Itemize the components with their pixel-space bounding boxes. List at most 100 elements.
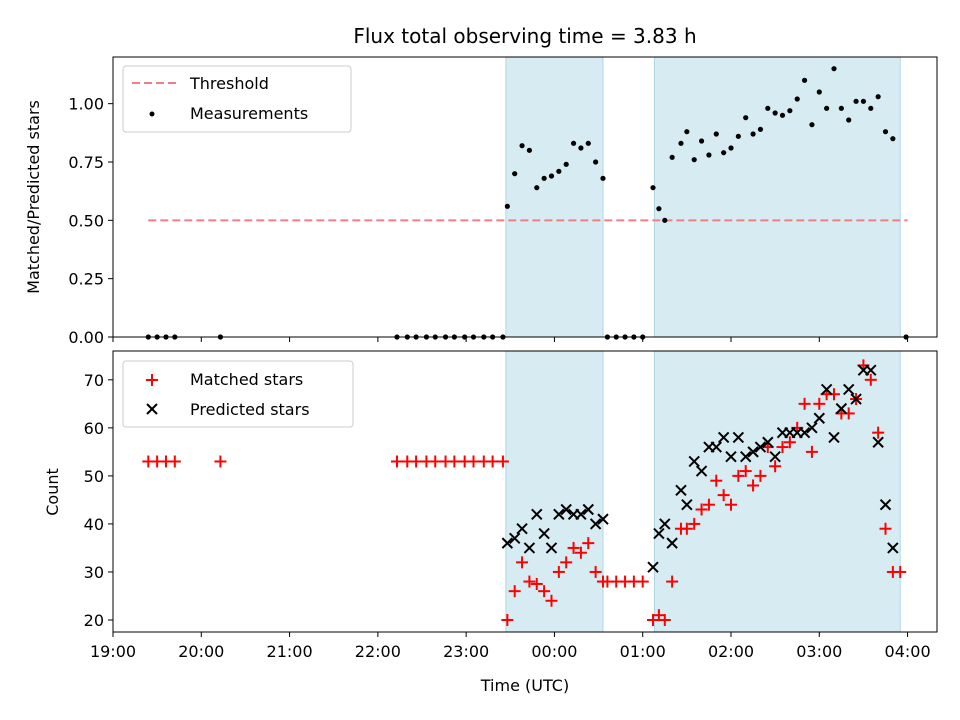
matched-point-61 (828, 388, 840, 401)
bottom-plot-frame (112, 350, 938, 633)
measurement-point-28 (585, 140, 591, 146)
matched-point-35 (636, 575, 649, 588)
predicted-point-26 (732, 431, 745, 444)
bottom-ytick-label-0: 20 (84, 611, 104, 630)
legend-matched-label: Matched stars (190, 370, 303, 389)
predicted-point-36 (806, 422, 818, 434)
predicted-point-12 (589, 518, 602, 530)
matched-point-19 (516, 556, 529, 569)
predicted-point-7 (553, 508, 565, 521)
predicted-point-1 (508, 532, 521, 545)
measurement-point-17 (504, 203, 510, 209)
matched-point-49 (739, 465, 752, 478)
legend-measurements-label: Measurements (190, 104, 308, 123)
matched-point-42 (688, 517, 701, 530)
matched-point-48 (732, 469, 745, 482)
legend-measurements-swatch (149, 111, 155, 117)
matched-point-38 (658, 613, 671, 626)
matched-point-57 (798, 397, 811, 410)
top-ytick-label-0: 0.00 (68, 328, 104, 347)
measurement-point-47 (728, 145, 734, 151)
matched-point-63 (842, 407, 855, 420)
measurement-point-27 (578, 145, 584, 151)
matched-point-26 (567, 541, 580, 554)
measurement-point-62 (838, 105, 844, 111)
matched-point-5 (390, 455, 403, 468)
measurement-point-54 (779, 112, 786, 118)
matched-point-58 (805, 445, 818, 458)
matched-point-66 (864, 373, 877, 386)
matched-point-28 (582, 537, 595, 550)
measurement-point-60 (824, 105, 830, 111)
legend-predicted-label: Predicted stars (190, 400, 310, 419)
bottom-ytick-label-2: 40 (84, 515, 104, 534)
predicted-point-24 (717, 431, 730, 444)
predicted-point-46 (879, 499, 892, 511)
measurement-point-37 (656, 206, 662, 212)
predicted-point-31 (769, 450, 781, 463)
matched-point-7 (410, 455, 423, 468)
xtick-label-8: 03:00 (796, 642, 842, 661)
measurement-point-29 (593, 159, 599, 165)
legend-threshold-label: Threshold (189, 74, 269, 93)
measurement-point-58 (809, 122, 815, 128)
predicted-stars-points (501, 364, 899, 573)
matched-point-41 (680, 522, 693, 535)
bottom-legend-box (122, 360, 354, 428)
predicted-point-6 (545, 542, 558, 554)
xtick-label-1: 20:00 (178, 642, 224, 661)
matched-point-51 (754, 469, 767, 482)
matched-point-39 (666, 575, 679, 588)
measurement-point-59 (816, 89, 822, 95)
measurement-point-42 (691, 157, 697, 163)
predicted-point-42 (850, 393, 862, 405)
top-ytick-label-1: 0.25 (68, 270, 104, 289)
matched-point-70 (894, 565, 907, 578)
matched-point-67 (872, 426, 885, 439)
matched-point-25 (560, 556, 573, 569)
top-chart-title: Flux total observing time = 3.83 h (353, 24, 696, 48)
predicted-point-15 (653, 527, 665, 540)
top-y-axis-label: Matched/Predicted stars (24, 100, 43, 294)
matched-point-16 (496, 455, 509, 468)
legend-predicted-swatch (146, 403, 158, 415)
predicted-point-3 (523, 542, 536, 554)
matched-point-46 (717, 489, 730, 502)
measurement-point-22 (541, 175, 547, 181)
predicted-point-17 (666, 537, 678, 549)
matched-point-22 (538, 585, 551, 598)
matched-point-17 (501, 613, 514, 626)
predicted-point-10 (575, 508, 587, 521)
matched-point-15 (486, 455, 499, 468)
predicted-point-35 (798, 426, 811, 439)
measurement-point-66 (868, 105, 874, 111)
xtick-label-6: 01:00 (620, 642, 666, 661)
matched-point-47 (725, 498, 737, 511)
matched-point-27 (574, 546, 587, 559)
xtick-label-0: 19:00 (90, 642, 136, 661)
top-legend: Threshold Measurements (122, 65, 352, 133)
measurement-point-48 (735, 133, 741, 139)
top-legend-box (122, 65, 352, 133)
top-plot-panel: 0.00 0.25 0.50 0.75 1.00 Matched/Predicted s… (24, 56, 938, 347)
measurement-point-69 (890, 136, 896, 142)
measurement-point-26 (570, 140, 577, 146)
measurement-point-44 (706, 152, 712, 158)
bottom-legend: Matched stars Predicted stars (122, 360, 354, 428)
bottom-y-ticks: 20 30 40 50 60 70 (84, 371, 113, 630)
measurement-point-63 (846, 117, 852, 123)
measurement-point-24 (556, 168, 562, 174)
matched-point-18 (508, 585, 521, 598)
predicted-point-16 (659, 518, 671, 530)
matched-point-50 (747, 479, 760, 492)
measurement-point-53 (772, 110, 778, 116)
measurement-point-64 (853, 98, 859, 104)
matched-point-44 (702, 498, 715, 511)
measurement-point-18 (512, 171, 518, 177)
top-shaded-intervals (505, 56, 901, 338)
measurement-point-55 (787, 108, 793, 114)
measurement-point-52 (765, 105, 771, 111)
measurement-point-56 (794, 96, 800, 102)
measurement-point-19 (519, 143, 525, 149)
